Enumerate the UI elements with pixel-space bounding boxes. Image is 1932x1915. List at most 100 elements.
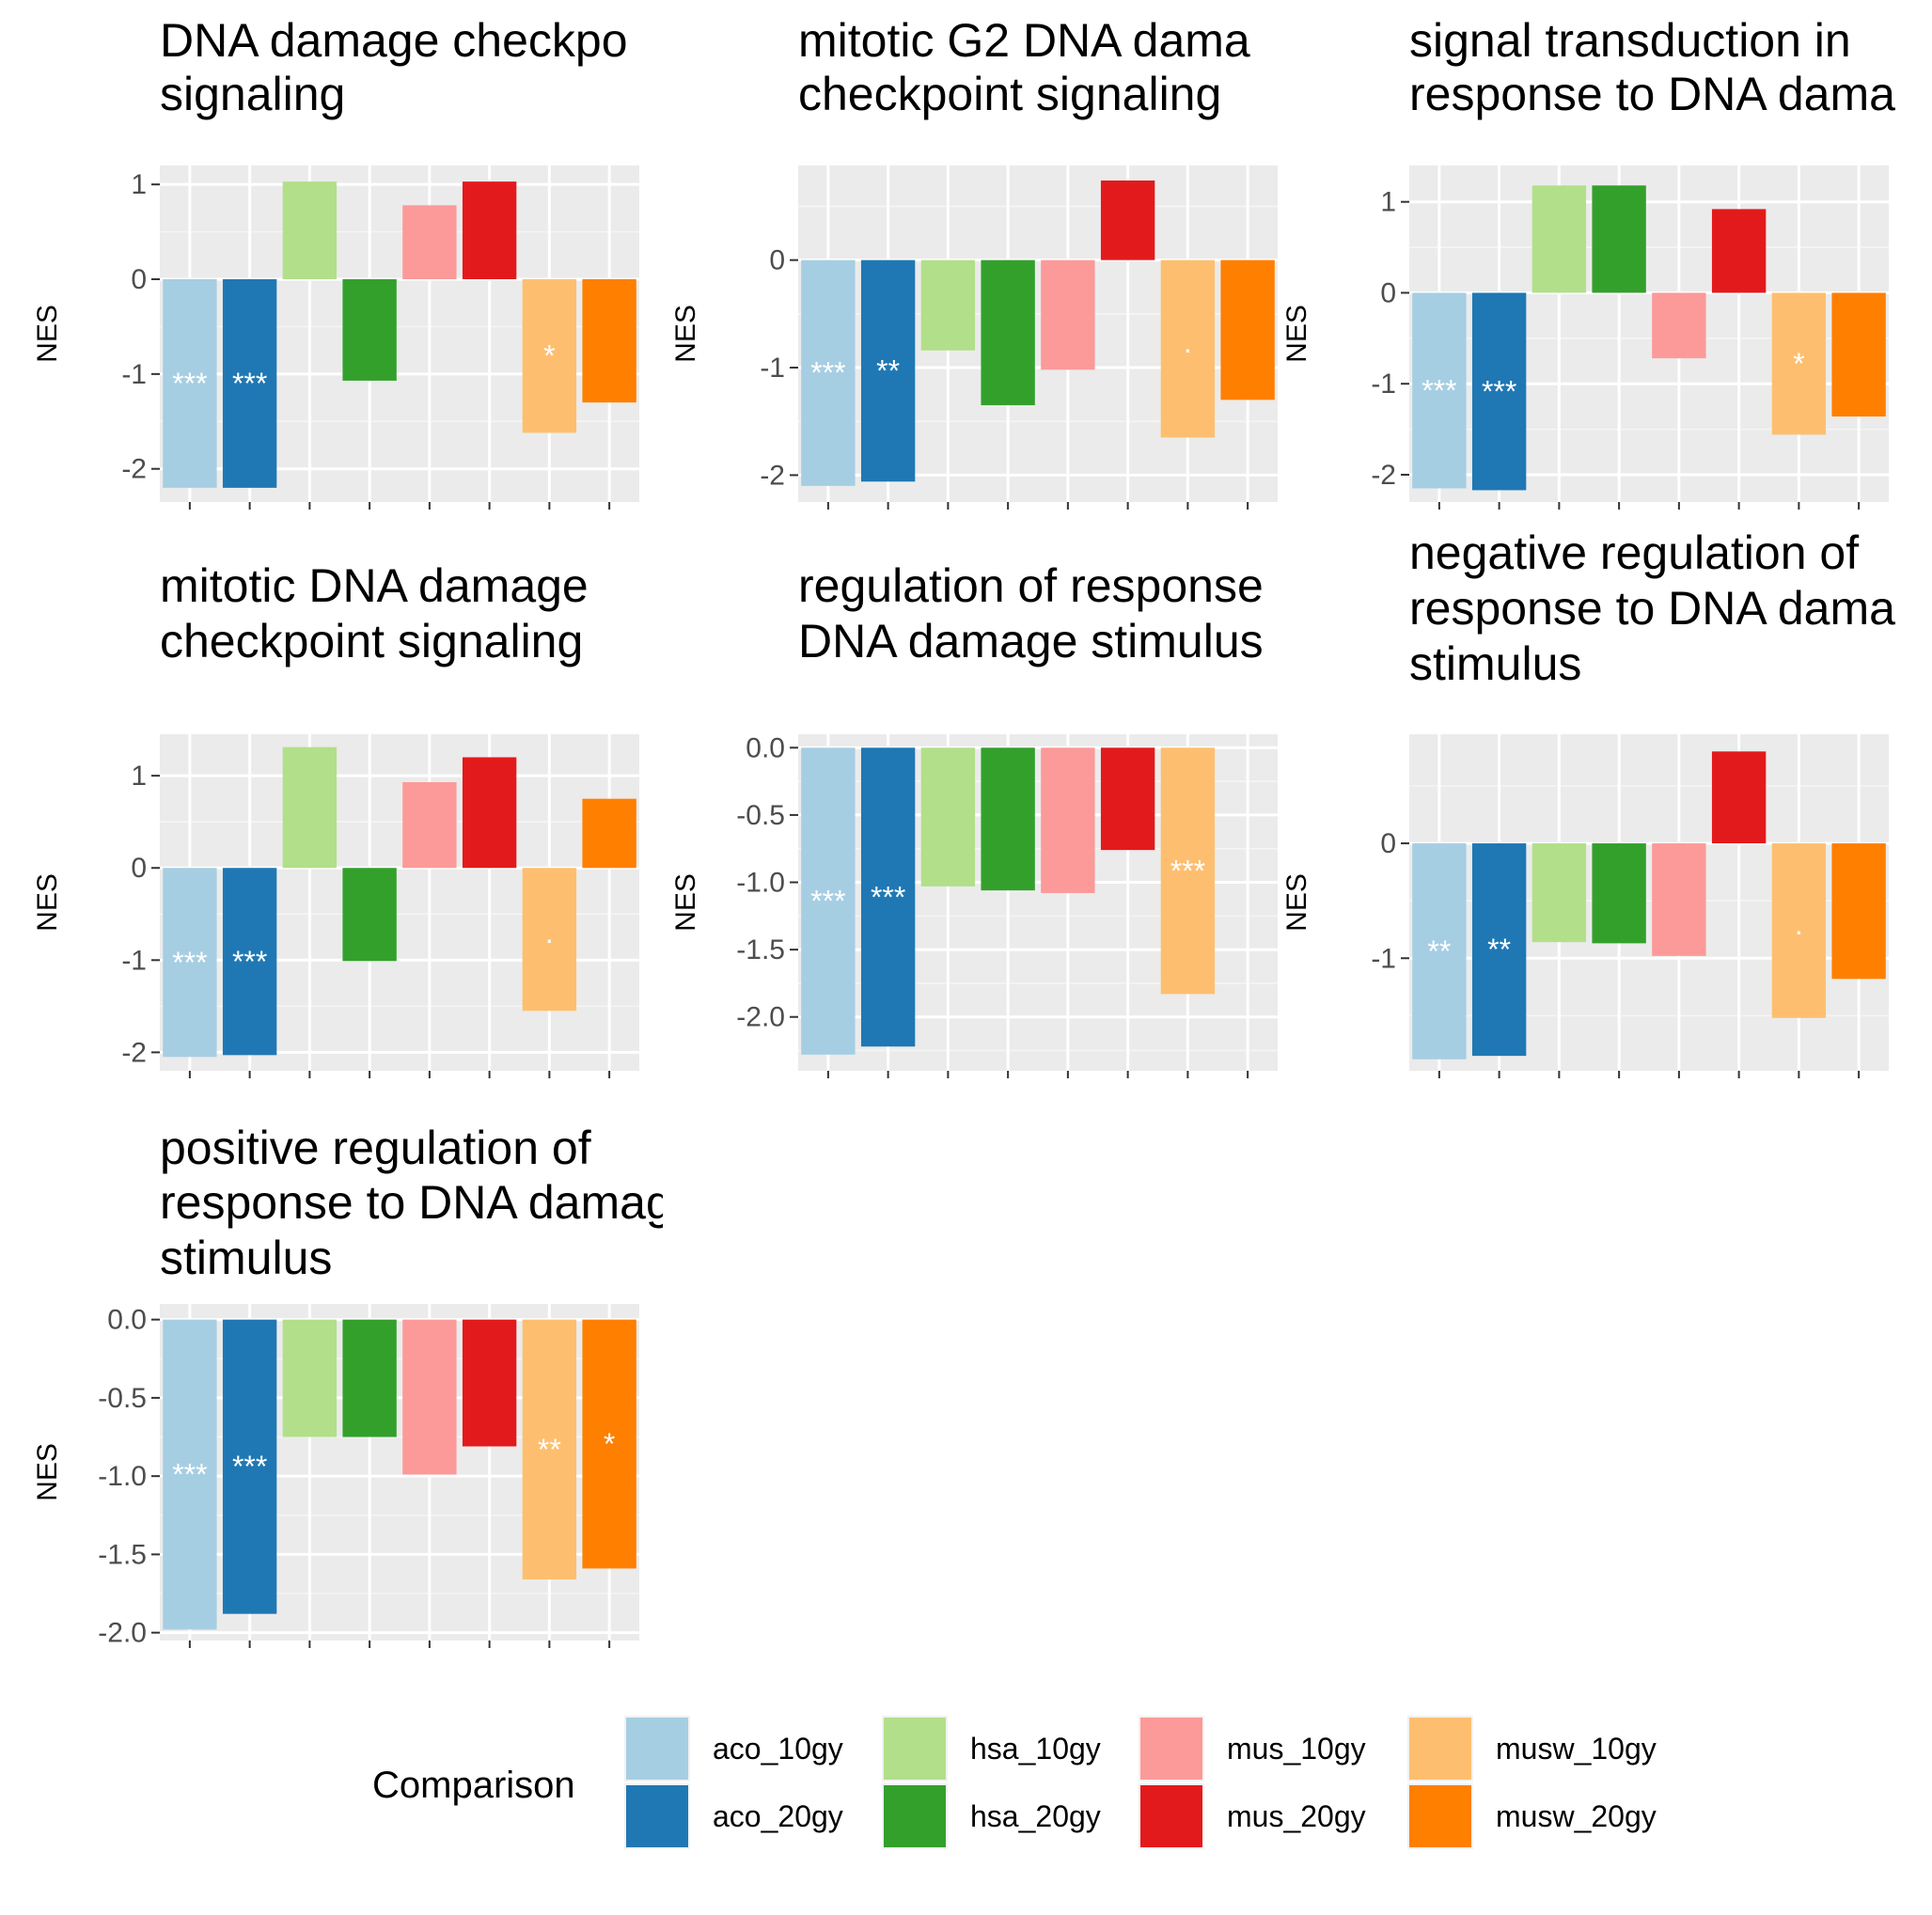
legend: Comparison aco_10gy aco_20gy hsa_10gy hsa_20… [372, 1716, 1657, 1849]
significance-label: *** [810, 885, 845, 918]
y-tick-label: 0.0 [746, 732, 785, 763]
bar-mus_10gy [1041, 747, 1095, 893]
bar-aco_10gy [801, 747, 856, 1055]
bar-aco_20gy [860, 747, 916, 1047]
bar-musw_10gy [1771, 843, 1827, 1018]
bar-hsa_10gy [920, 259, 976, 351]
y-tick-label: -2 [760, 460, 785, 491]
y-tick-label: -1.5 [98, 1539, 147, 1570]
y-tick-label: 0 [769, 245, 785, 276]
bar-mus_20gy [1100, 747, 1155, 851]
y-tick-label: -1.5 [736, 934, 785, 965]
y-tick-label: -2.0 [736, 1002, 785, 1033]
y-tick-label: 1 [1380, 187, 1396, 218]
legend-key [1140, 1718, 1202, 1780]
significance-label: *** [232, 367, 267, 400]
y-tick-label: -1 [121, 359, 147, 390]
significance-label: *** [172, 1457, 207, 1491]
bar-mus_10gy [1652, 843, 1706, 956]
legend-key [1409, 1785, 1471, 1847]
bar-mus_10gy [1041, 259, 1095, 370]
bar-mus_20gy [1100, 181, 1155, 260]
bar-musw_20gy [582, 279, 636, 403]
y-axis-title: NES [1281, 873, 1312, 932]
legend-item-musw_10gy: musw_10gy [1407, 1716, 1657, 1782]
bar-mus_20gy [462, 1319, 517, 1447]
legend-label: aco_20gy [713, 1799, 843, 1833]
panel-title-line: checkpoint signaling [798, 68, 1221, 120]
panel-title-line: negative regulation of [1409, 526, 1859, 579]
bar-musw_10gy [522, 279, 577, 433]
bar-hsa_20gy [1592, 185, 1646, 293]
bar-mus_20gy [462, 181, 517, 280]
y-tick-label: -1 [121, 945, 147, 976]
bar-musw_10gy [1160, 259, 1216, 438]
bar-musw_20gy [1831, 292, 1886, 417]
bar-aco_10gy [801, 259, 856, 486]
bar-aco_10gy [163, 279, 217, 488]
bar-aco_20gy [860, 259, 916, 482]
y-tick-label: 0 [131, 264, 147, 295]
bar-aco_10gy [1412, 292, 1467, 489]
legend-item-aco_10gy: aco_10gy [624, 1716, 843, 1782]
legend-item-mus_10gy: mus_10gy [1139, 1716, 1366, 1782]
bar-aco_20gy [1471, 292, 1527, 491]
bar-hsa_10gy [282, 1319, 338, 1437]
y-tick-label: 0 [131, 853, 147, 884]
bar-hsa_10gy [282, 181, 338, 280]
legend-item-musw_20gy: musw_20gy [1407, 1783, 1657, 1849]
bar-musw_10gy [1771, 292, 1827, 435]
bar-mus_10gy [402, 782, 457, 869]
bar-hsa_20gy [981, 259, 1035, 406]
panel-title-line: mitotic DNA damage [160, 559, 589, 612]
panel-title-line: signaling [160, 68, 345, 120]
bar-hsa_10gy [282, 746, 338, 869]
significance-label: · [544, 922, 555, 956]
y-axis-title: NES [32, 1443, 63, 1501]
legend-key [1140, 1785, 1202, 1847]
significance-label: * [604, 1427, 615, 1461]
y-tick-label: -0.5 [98, 1383, 147, 1414]
significance-label: *** [1422, 373, 1456, 407]
bar-aco_10gy [1412, 843, 1467, 1060]
significance-label: · [1794, 914, 1804, 948]
legend-item-aco_20gy: aco_20gy [624, 1783, 843, 1849]
significance-label: *** [172, 367, 207, 400]
panel-title-line: positive regulation of [160, 1122, 591, 1174]
legend-item-mus_20gy: mus_20gy [1139, 1783, 1366, 1849]
bar-mus_10gy [1652, 292, 1706, 359]
legend-item-hsa_10gy: hsa_10gy [882, 1716, 1101, 1782]
panel-title-line: regulation of response [798, 559, 1264, 612]
y-tick-label: -2 [121, 454, 147, 485]
legend-label: mus_20gy [1227, 1799, 1366, 1833]
y-axis-title: NES [670, 305, 701, 363]
y-tick-label: -0.5 [736, 800, 785, 831]
y-tick-label: 0 [1380, 277, 1396, 308]
y-tick-label: -1.0 [736, 868, 785, 899]
significance-label: * [1793, 347, 1804, 381]
y-tick-label: -2.0 [98, 1618, 147, 1649]
significance-label: ** [876, 353, 900, 387]
bar-musw_10gy [522, 1319, 577, 1580]
bar-mus_10gy [402, 205, 457, 280]
bar-mus_20gy [1711, 751, 1767, 844]
legend-label: mus_10gy [1227, 1732, 1366, 1766]
legend-title: Comparison [372, 1765, 575, 1806]
bar-hsa_20gy [1592, 843, 1646, 944]
y-axis-title: NES [670, 873, 701, 932]
legend-label: hsa_20gy [970, 1799, 1101, 1833]
bar-hsa_20gy [342, 868, 397, 962]
y-tick-label: 1 [131, 169, 147, 200]
y-tick-label: -1 [1371, 943, 1396, 974]
legend-label: aco_10gy [713, 1732, 843, 1766]
bar-musw_20gy [1831, 843, 1886, 980]
significance-label: *** [232, 1450, 267, 1483]
panel-title-line: DNA damage stimulus [798, 615, 1264, 667]
